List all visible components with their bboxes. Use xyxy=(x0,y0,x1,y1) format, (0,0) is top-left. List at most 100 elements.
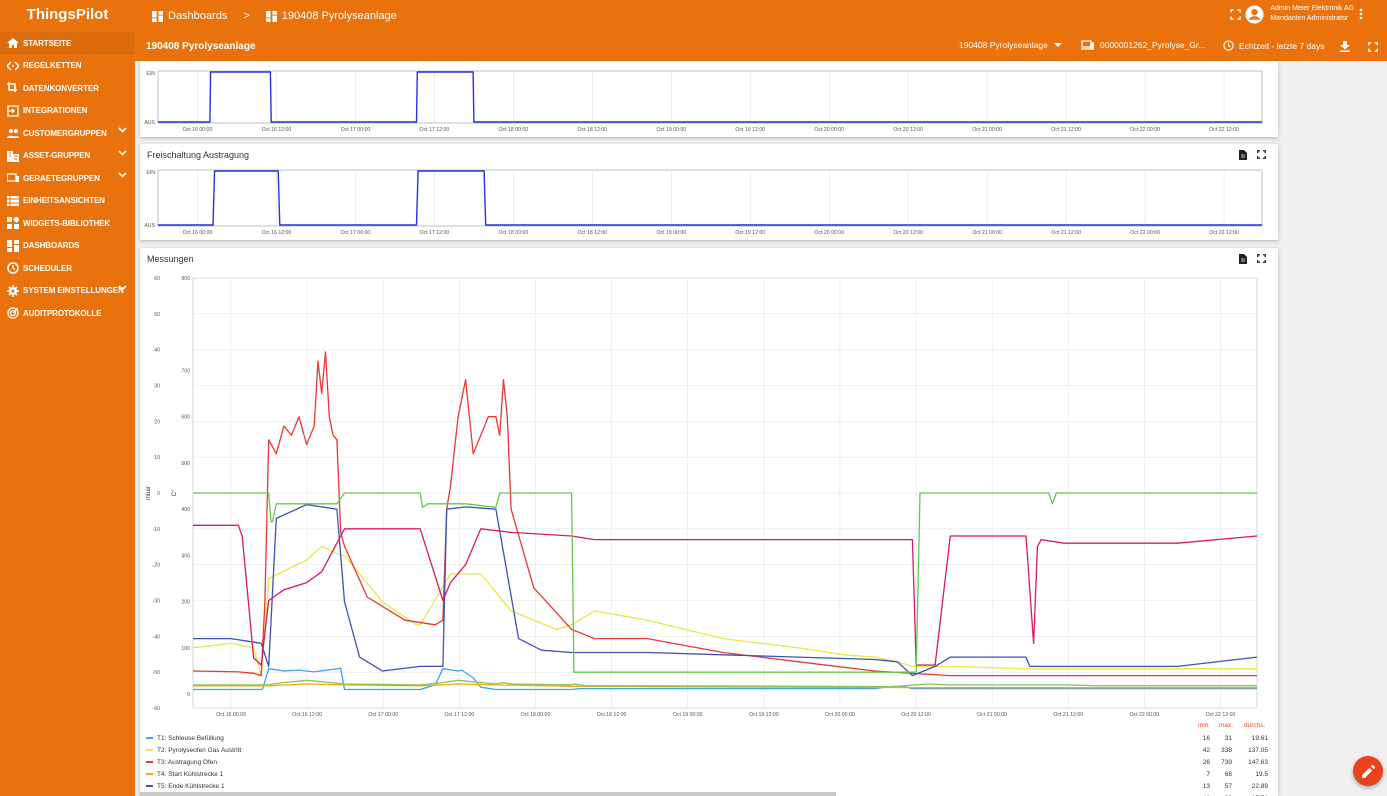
download-icon[interactable] xyxy=(1340,41,1350,52)
legend-min: 13 xyxy=(1202,782,1210,790)
y1-tick-label: -50 xyxy=(153,670,161,676)
series-line xyxy=(192,351,1257,677)
legend-row[interactable]: T1: Schleuse Befüllung 16 31 19.61 xyxy=(146,732,1268,744)
people-icon xyxy=(7,127,19,139)
sidebar-item-startseite[interactable]: Startseite xyxy=(0,32,135,55)
breadcrumb-separator: > xyxy=(243,10,250,22)
y1-tick-label: 40 xyxy=(154,348,160,354)
x-tick-label: Oct 20 12:00 xyxy=(901,712,931,718)
x-tick-label: Oct 20 12:00 xyxy=(893,230,923,236)
y-tick-label: EIN xyxy=(146,71,155,77)
y-tick-label: EIN xyxy=(146,170,155,176)
sidebar-item-label: Einheitsansichten xyxy=(23,196,105,206)
x-tick-label: Oct 21 12:00 xyxy=(1053,712,1083,718)
x-tick-label: Oct 17 00:00 xyxy=(341,127,371,133)
dashboard-icon xyxy=(152,10,163,22)
x-tick-label: Oct 21 00:00 xyxy=(972,230,1002,236)
sidebar-item-regelketten[interactable]: Regelketten xyxy=(0,55,135,78)
fullscreen-icon[interactable] xyxy=(1230,9,1241,20)
chevron-down-icon xyxy=(118,284,127,291)
x-tick-label: Oct 22 00:00 xyxy=(1130,127,1160,133)
entity-alias-select[interactable]: 0000001262_Pyrolyse_Gr... xyxy=(1081,40,1205,50)
sidebar-item-auditprotokolle[interactable]: Auditprotokolle xyxy=(0,302,135,325)
x-tick-label: Oct 16 00:00 xyxy=(183,230,213,236)
sidebar: ThingsPilot Startseite Regelketten Datenko… xyxy=(0,0,135,796)
x-tick-label: Oct 17 00:00 xyxy=(368,712,398,718)
x-tick-label: Oct 20 00:00 xyxy=(814,127,844,133)
state-select[interactable]: 190408 Pyrolyseanlage xyxy=(959,40,1062,50)
sidebar-item-geraetegruppen[interactable]: Geraetegruppen xyxy=(0,167,135,190)
edit-fab-button[interactable] xyxy=(1353,756,1383,786)
sidebar-item-scheduler[interactable]: Scheduler xyxy=(0,257,135,280)
x-tick-label: Oct 16 00:00 xyxy=(183,127,213,133)
sidebar-item-customergruppen[interactable]: Customergruppen xyxy=(0,122,135,145)
breadcrumb-dashboards[interactable]: Dashboards xyxy=(152,10,227,22)
widgets-icon xyxy=(7,217,19,230)
legend-max: 68 xyxy=(1224,770,1232,778)
y-tick-label: AUS xyxy=(144,120,155,126)
legend-min: 7 xyxy=(1206,770,1210,778)
legend-min: 42 xyxy=(1202,746,1210,754)
y1-tick-label: -40 xyxy=(153,634,161,640)
series-line xyxy=(193,683,1257,689)
fullscreen-icon[interactable] xyxy=(1257,150,1266,159)
sidebar-item-system-einstellungen[interactable]: System Einstellungen xyxy=(0,280,135,303)
x-tick-label: Oct 18 00:00 xyxy=(521,712,551,718)
export-file-icon[interactable] xyxy=(1239,150,1247,160)
sidebar-item-integrationen[interactable]: Integrationen xyxy=(0,100,135,123)
legend-swatch xyxy=(146,737,153,739)
y1-tick-label: 10 xyxy=(154,455,160,461)
legend-row[interactable]: T2: Pyrolyseofen Gas Austritt 42 338 137.05 xyxy=(146,744,1268,756)
y2-tick-label: 500 xyxy=(181,461,190,467)
right-panel xyxy=(1281,61,1387,796)
legend-header-max: max. xyxy=(1219,722,1234,729)
y1-axis-label: mbar xyxy=(146,486,152,500)
x-tick-label: Oct 16 12:00 xyxy=(262,127,292,133)
dashboard-title: 190408 Pyrolyseanlage xyxy=(146,41,256,52)
y1-tick-label: -10 xyxy=(153,527,161,533)
sidebar-item-label: Widgets-Bibliothek xyxy=(23,218,111,228)
series-line xyxy=(193,503,1258,677)
sidebar-item-datenkonverter[interactable]: Datenkonverter xyxy=(0,77,135,100)
legend-label: T1: Schleuse Befüllung xyxy=(157,734,224,742)
chevron-down-icon xyxy=(118,149,127,156)
user-menu[interactable]: Admin Meier Elektronik AG Mandanten Admi… xyxy=(1245,4,1363,24)
legend-max: 739 xyxy=(1221,758,1232,766)
legend-header-avg: durchs. xyxy=(1244,722,1266,729)
x-tick-label: Oct 22 12:00 xyxy=(1206,712,1236,718)
legend-label: T3: Austragung Ofen xyxy=(157,758,217,766)
sidebar-item-dashboards[interactable]: Dashboards xyxy=(0,235,135,258)
sidebar-item-label: Geraetegruppen xyxy=(23,173,100,183)
widget-card-status: Oct 16 00:00 Oct 16 12:00 Oct 17 00:00 Oct … xyxy=(140,61,1278,137)
legend-min: 11 xyxy=(1196,795,1210,796)
sidebar-item-einheitsansichten[interactable]: Einheitsansichten xyxy=(0,190,135,213)
timewindow-button[interactable]: Echtzeit - letzte 7 days xyxy=(1223,40,1325,51)
export-file-icon[interactable] xyxy=(1239,254,1247,264)
sidebar-item-widgets-bibliothek[interactable]: Widgets-Bibliothek xyxy=(0,212,135,235)
sidebar-item-label: Startseite xyxy=(23,38,72,48)
legend-row[interactable]: T4: Start Kühlstrecke 1 7 68 19.5 xyxy=(146,768,1268,780)
x-tick-label: Oct 17 12:00 xyxy=(420,127,450,133)
user-role: Mandanten Administrator xyxy=(1270,15,1349,22)
entity-alias-value: 0000001262_Pyrolyse_Gr... xyxy=(1100,40,1206,50)
horizontal-scrollbar[interactable] xyxy=(140,792,836,796)
fullscreen-icon[interactable] xyxy=(1257,254,1266,263)
legend-max: 57 xyxy=(1224,782,1232,790)
legend-row[interactable]: T5: Ende Kühlstrecke 1 13 57 22.89 xyxy=(146,780,1268,792)
x-tick-label: Oct 22 12:00 xyxy=(1209,230,1239,236)
more-vert-icon[interactable] xyxy=(1359,8,1363,20)
fullscreen-icon[interactable] xyxy=(1368,42,1378,52)
code-arrows-icon xyxy=(7,60,19,72)
account-circle-icon xyxy=(1245,4,1264,24)
app-logo[interactable]: ThingsPilot xyxy=(26,6,109,23)
legend-label: T5: Ende Kühlstrecke 1 xyxy=(157,782,225,790)
messungen-chart: Oct 16 00:00 Oct 16 12:00 Oct 17 00:00 Oct … xyxy=(146,276,1258,718)
legend-avg: 137.05 xyxy=(1248,746,1268,754)
legend-avg: 19.61 xyxy=(1251,734,1268,742)
legend-row[interactable]: T3: Austragung Ofen 26 739 147.63 xyxy=(146,756,1268,768)
widget-title: Freischaltung Austragung xyxy=(147,150,250,160)
top-bar: Dashboards > 190408 Pyrolyseanlage Admin… xyxy=(135,0,1387,32)
x-tick-label: Oct 21 12:00 xyxy=(1051,127,1081,133)
x-tick-label: Oct 18 12:00 xyxy=(577,127,607,133)
sidebar-item-asset-gruppen[interactable]: Asset-Gruppen xyxy=(0,145,135,168)
